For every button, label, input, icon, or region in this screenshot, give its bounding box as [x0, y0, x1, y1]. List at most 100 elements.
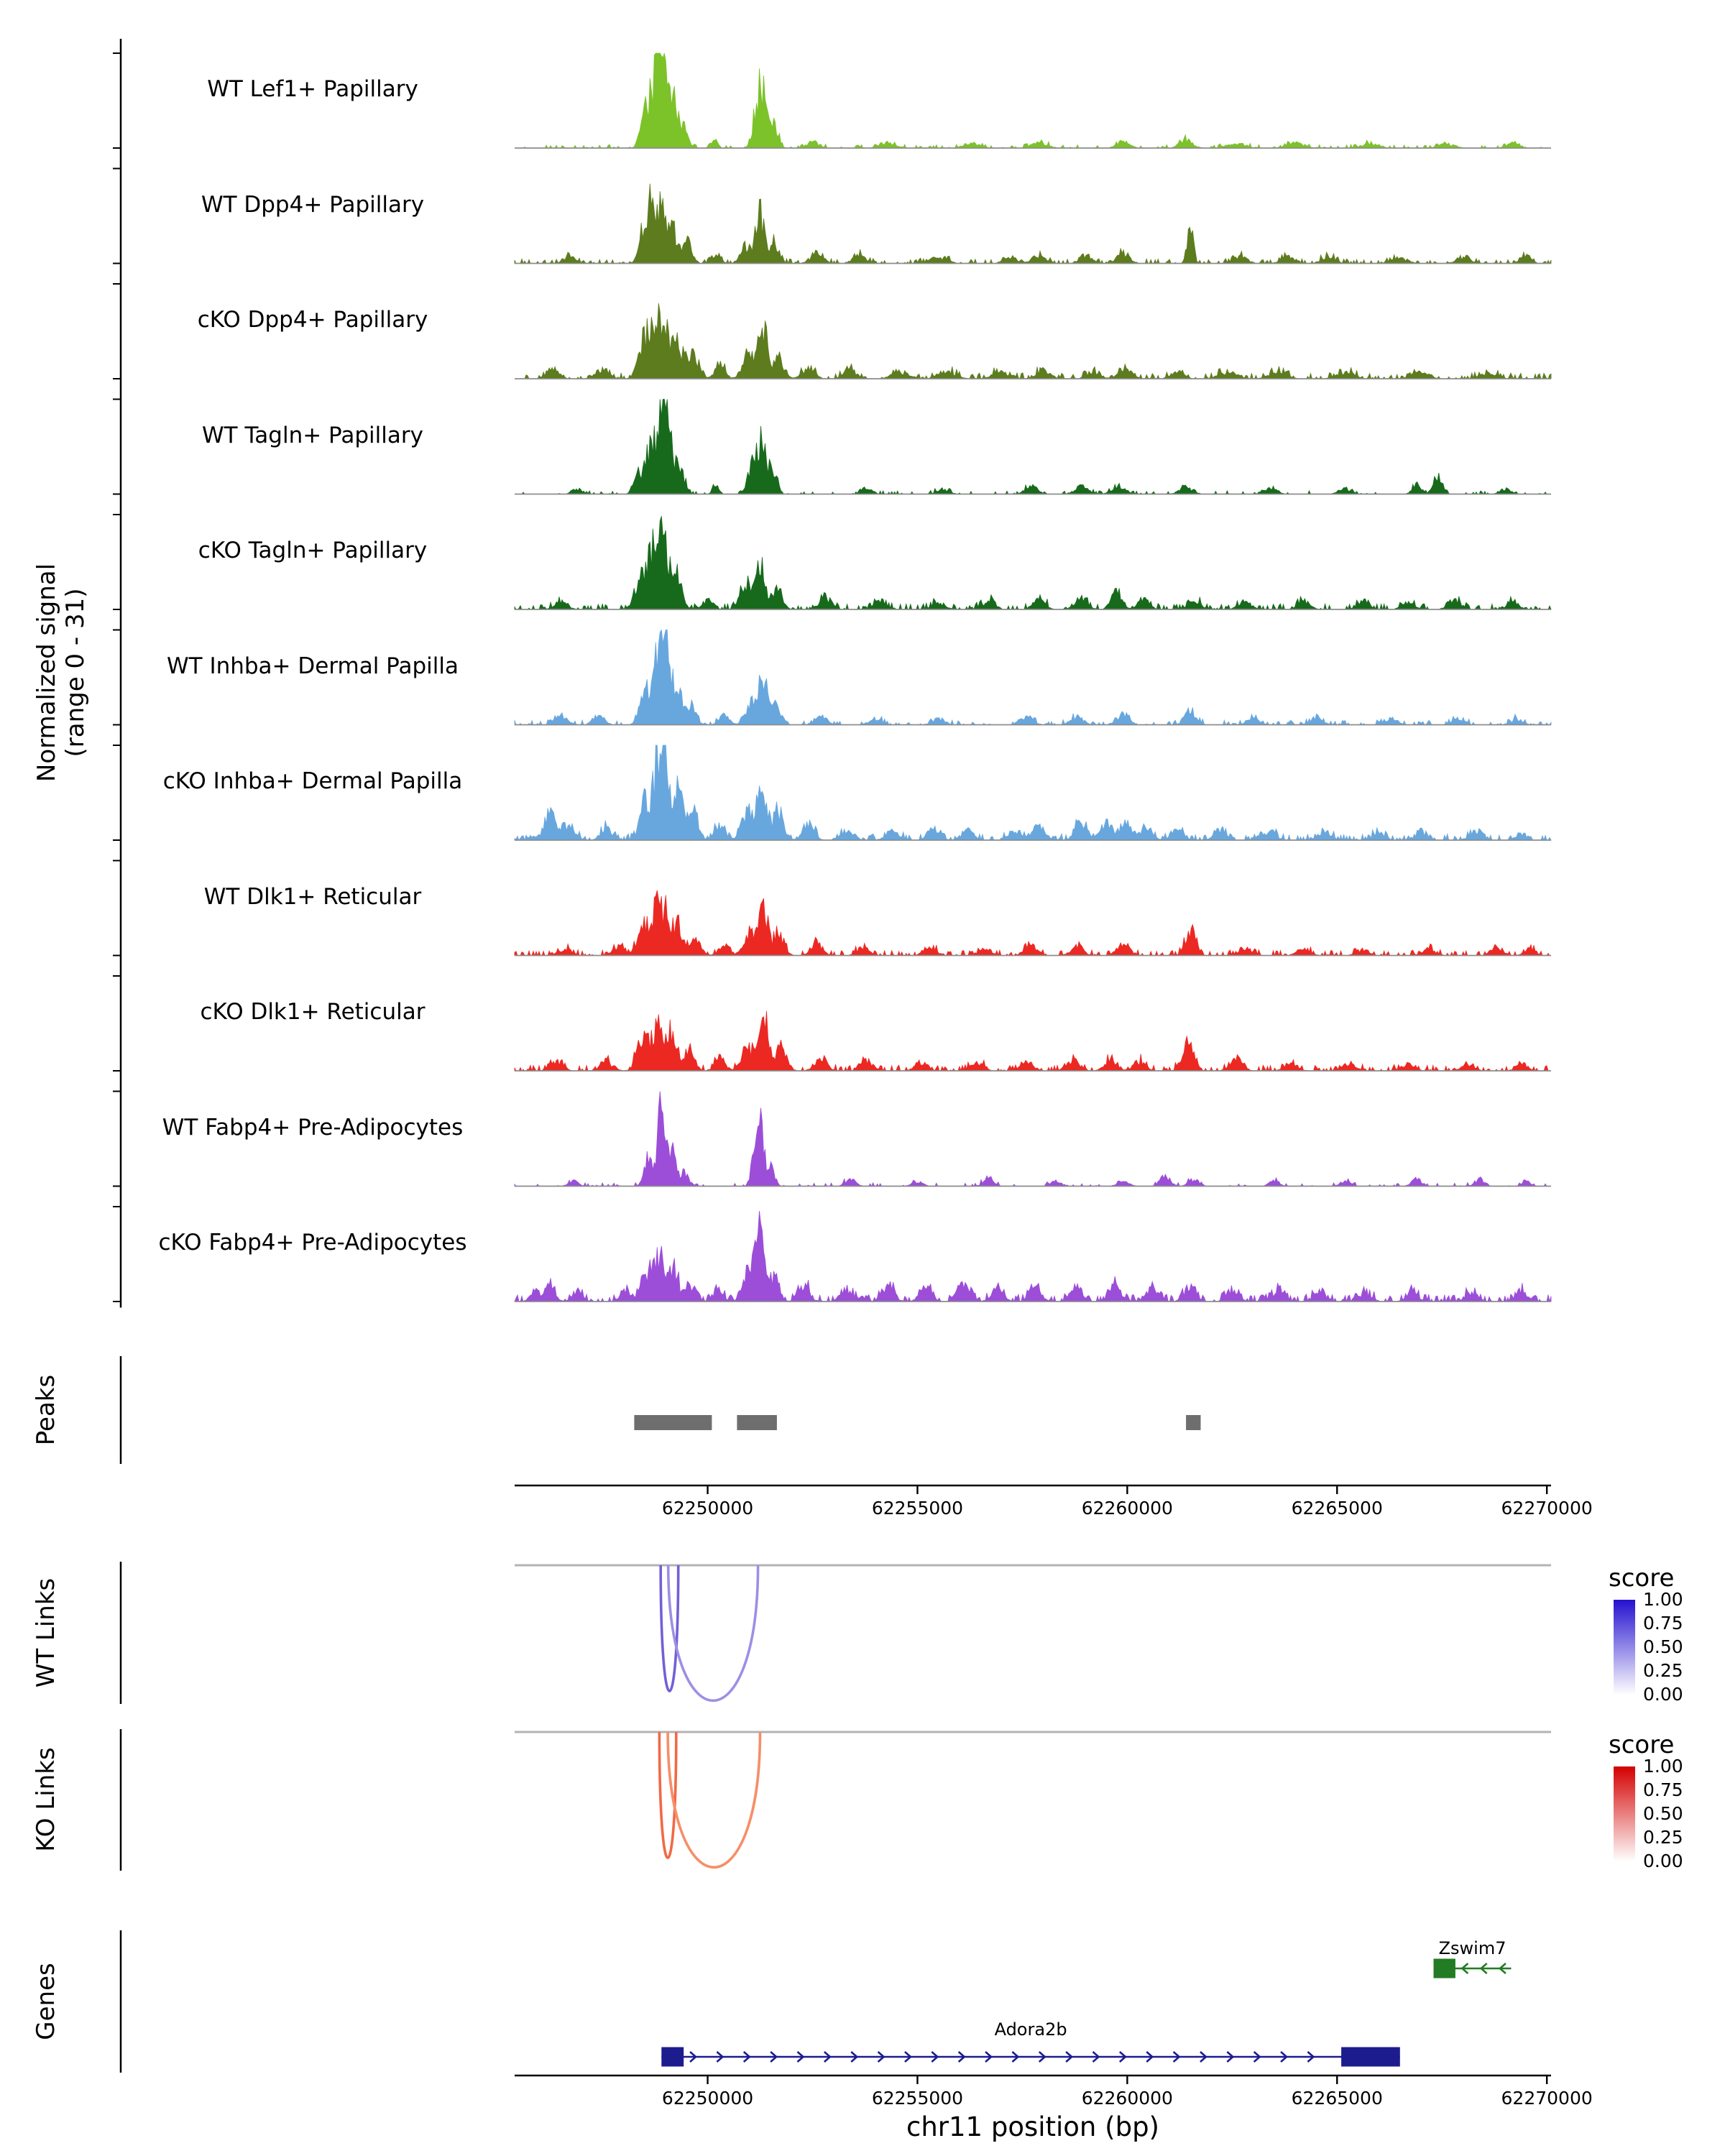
coverage-track-11 — [514, 1210, 1552, 1303]
wt-link-arc — [659, 1565, 680, 1692]
ko-link-arc — [658, 1731, 678, 1859]
wt-score-gradient-bar — [1614, 1600, 1635, 1695]
legend-tick-0.75: 0.75 — [1643, 1779, 1683, 1800]
gene-direction-arrow — [904, 2051, 912, 2063]
coverage-track-8 — [514, 890, 1551, 957]
gene-direction-arrow — [877, 2051, 886, 2063]
coverage-signal — [514, 745, 1552, 842]
track-label-7: cKO Inhba+ Dermal Papilla — [162, 768, 463, 794]
gene-exon — [1433, 1958, 1455, 1978]
coverage-track-9 — [514, 1010, 1551, 1072]
track-label-8: WT Dlk1+ Reticular — [203, 883, 422, 910]
coverage-track-6 — [514, 629, 1552, 726]
peak-interval — [634, 1415, 712, 1430]
ko-score-gradient-bar — [1614, 1766, 1635, 1861]
axis-tick-label: 62255000 — [871, 2088, 964, 2109]
gene-direction-arrow — [1253, 2051, 1261, 2063]
gene-direction-arrow — [985, 2051, 993, 2063]
coverage-signal — [514, 1210, 1552, 1303]
track-label-4: WT Tagln+ Papillary — [202, 422, 423, 448]
coverage-track-1 — [515, 52, 1551, 149]
coverage-track-4 — [515, 399, 1551, 495]
gene-exon — [1341, 2047, 1400, 2067]
gene-direction-arrow — [1226, 2051, 1235, 2063]
ko-legend-title: score — [1609, 1731, 1675, 1759]
coverage-signal — [514, 1010, 1551, 1072]
axis-tick-label: 62270000 — [1501, 1498, 1593, 1519]
gene-direction-arrow — [689, 2051, 698, 2063]
coverage-signal — [515, 303, 1552, 380]
peak-interval — [737, 1415, 777, 1430]
gene-direction-arrow — [1200, 2051, 1208, 2063]
coverage-signal — [515, 399, 1551, 495]
gene-direction-arrow — [1460, 1963, 1469, 1974]
axis-tick-label: 62265000 — [1291, 2088, 1383, 2109]
legend-tick-0.00: 0.00 — [1643, 1684, 1683, 1705]
gene-adora2b — [661, 2047, 1400, 2067]
gene-direction-arrow — [1092, 2051, 1100, 2063]
signal-axis-title-line1: Normalized signal — [32, 563, 61, 783]
coverage-track-3 — [515, 303, 1552, 380]
coverage-track-5 — [514, 516, 1552, 611]
gene-direction-arrow — [1011, 2051, 1020, 2063]
gene-direction-arrow — [957, 2051, 966, 2063]
legend-tick-0.50: 0.50 — [1643, 1803, 1683, 1824]
axis-tick-label: 62260000 — [1081, 2088, 1173, 2109]
coverage-track-2 — [514, 183, 1552, 264]
gene-direction-arrow — [1065, 2051, 1074, 2063]
track-label-3: cKO Dpp4+ Papillary — [197, 307, 428, 333]
gene-direction-arrow — [796, 2051, 805, 2063]
coverage-signal — [514, 629, 1552, 726]
coverage-signal — [515, 52, 1551, 149]
axis-tick-label: 62265000 — [1291, 1498, 1383, 1519]
legend-tick-0.75: 0.75 — [1643, 1613, 1683, 1634]
gene-direction-arrow — [1146, 2051, 1154, 2063]
track-label-6: WT Inhba+ Dermal Papilla — [167, 653, 459, 679]
gene-direction-arrow — [1038, 2051, 1046, 2063]
track-label-1: WT Lef1+ Papillary — [207, 76, 418, 102]
legend-tick-1.00: 1.00 — [1643, 1756, 1683, 1777]
legend-tick-0.25: 0.25 — [1643, 1660, 1683, 1681]
gene-label-zswim7: Zswim7 — [1438, 1938, 1506, 1958]
x-axis-title: chr11 position (bp) — [906, 2111, 1159, 2142]
genes-section-label: Genes — [32, 1963, 60, 2040]
wt-legend-title: score — [1609, 1564, 1675, 1593]
coverage-signal — [514, 183, 1552, 264]
axis-tick-label: 62270000 — [1501, 2088, 1593, 2109]
axis-tick-label: 62260000 — [1081, 1498, 1173, 1519]
track-label-10: WT Fabp4+ Pre-Adipocytes — [162, 1114, 464, 1141]
gene-direction-arrow — [770, 2051, 778, 2063]
ko-links-section-label: KO Links — [32, 1747, 60, 1852]
ko-links-score-legend: score 1.00 0.75 0.50 0.25 0.00 — [1609, 1731, 1725, 1885]
coverage-signal — [514, 1091, 1551, 1187]
peak-interval — [1186, 1415, 1201, 1430]
gene-label-adora2b: Adora2b — [994, 2019, 1067, 2040]
signal-axis-title: Normalized signal (range 0 - 31) — [32, 457, 90, 888]
gene-direction-arrow — [1479, 1963, 1488, 1974]
coverage-signal — [514, 516, 1552, 611]
gene-direction-arrow — [1172, 2051, 1181, 2063]
gene-direction-arrow — [1280, 2051, 1289, 2063]
track-label-2: WT Dpp4+ Papillary — [201, 191, 425, 218]
gene-direction-arrow — [850, 2051, 859, 2063]
coverage-signal — [514, 890, 1551, 957]
legend-tick-0.25: 0.25 — [1643, 1827, 1683, 1848]
gene-direction-arrow — [931, 2051, 939, 2063]
signal-axis-title-line2: (range 0 - 31) — [61, 588, 90, 757]
legend-tick-1.00: 1.00 — [1643, 1589, 1683, 1610]
gene-zswim7 — [1433, 1958, 1512, 1978]
track-label-5: cKO Tagln+ Papillary — [198, 538, 428, 563]
legend-tick-0.00: 0.00 — [1643, 1851, 1683, 1871]
ko-link-arc — [666, 1731, 762, 1869]
peaks-section-label: Peaks — [32, 1374, 60, 1446]
gene-direction-arrow — [1118, 2051, 1127, 2063]
axis-tick-label: 62250000 — [661, 2088, 754, 2109]
coverage-track-7 — [514, 745, 1552, 842]
track-label-11: cKO Fabp4+ Pre-Adipocytes — [158, 1230, 467, 1256]
gene-exon — [661, 2047, 684, 2067]
wt-link-arc — [666, 1565, 760, 1703]
gene-direction-arrow — [716, 2051, 724, 2063]
legend-tick-0.50: 0.50 — [1643, 1636, 1683, 1657]
